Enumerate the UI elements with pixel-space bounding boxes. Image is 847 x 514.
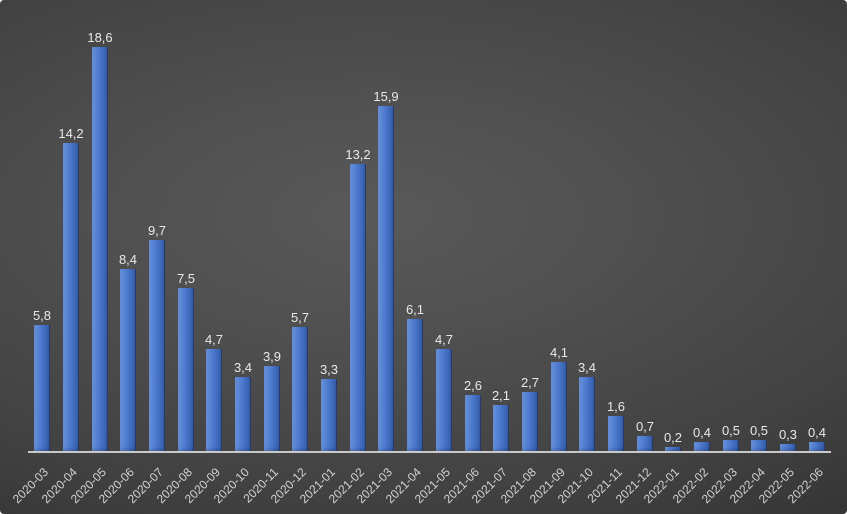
bar-2020-06[interactable] — [120, 269, 136, 451]
value-label-2020-12: 5,7 — [290, 310, 310, 325]
value-label-2022-05: 0,3 — [778, 427, 798, 442]
value-label-2021-02: 13,2 — [345, 147, 371, 162]
bar-2021-07[interactable] — [493, 405, 509, 451]
value-label-2022-04: 0,5 — [749, 423, 769, 438]
value-label-2021-11: 1,6 — [606, 399, 626, 414]
value-label-2021-12: 0,7 — [635, 419, 655, 434]
bar-2022-04[interactable] — [751, 440, 767, 451]
value-label-2020-08: 7,5 — [176, 271, 196, 286]
bar-2020-11[interactable] — [264, 366, 280, 451]
bar-2021-03[interactable] — [378, 106, 394, 451]
value-label-2021-06: 2,6 — [463, 378, 483, 393]
value-label-2022-02: 0,4 — [692, 425, 712, 440]
bar-2020-09[interactable] — [206, 349, 222, 451]
value-label-2021-10: 3,4 — [577, 360, 597, 375]
value-label-2021-09: 4,1 — [549, 345, 569, 360]
bar-2021-02[interactable] — [350, 164, 366, 451]
value-label-2020-05: 18,6 — [87, 30, 113, 45]
bar-2020-12[interactable] — [292, 327, 308, 451]
bar-2021-05[interactable] — [436, 349, 452, 451]
value-label-2021-03: 15,9 — [373, 89, 399, 104]
value-label-2021-07: 2,1 — [491, 388, 511, 403]
value-label-2020-11: 3,9 — [262, 349, 282, 364]
value-label-2020-07: 9,7 — [147, 223, 167, 238]
bar-2021-12[interactable] — [637, 436, 653, 451]
bar-2021-08[interactable] — [522, 392, 538, 451]
value-label-2020-04: 14,2 — [58, 126, 84, 141]
value-label-2022-06: 0,4 — [807, 425, 827, 440]
value-label-2020-06: 8,4 — [118, 252, 138, 267]
x-axis-line — [28, 451, 831, 453]
bar-2021-09[interactable] — [551, 362, 567, 451]
value-label-2021-01: 3,3 — [319, 362, 339, 377]
bar-2020-08[interactable] — [178, 288, 194, 451]
bar-2022-03[interactable] — [723, 440, 739, 451]
bar-2020-04[interactable] — [63, 143, 79, 451]
bar-2022-06[interactable] — [809, 442, 825, 451]
bar-2020-07[interactable] — [149, 240, 165, 451]
value-label-2022-03: 0,5 — [721, 423, 741, 438]
value-label-2021-08: 2,7 — [520, 375, 540, 390]
bar-2022-05[interactable] — [780, 444, 796, 451]
bar-2022-01[interactable] — [665, 447, 681, 451]
value-label-2021-04: 6,1 — [405, 302, 425, 317]
bar-2021-04[interactable] — [407, 319, 423, 451]
value-label-2022-01: 0,2 — [663, 430, 683, 445]
bar-2022-02[interactable] — [694, 442, 710, 451]
value-label-2021-05: 4,7 — [434, 332, 454, 347]
bar-2021-06[interactable] — [465, 395, 481, 451]
bar-2021-11[interactable] — [608, 416, 624, 451]
bar-2021-01[interactable] — [321, 379, 337, 451]
bar-2020-03[interactable] — [34, 325, 50, 451]
value-label-2020-10: 3,4 — [233, 360, 253, 375]
bar-2021-10[interactable] — [579, 377, 595, 451]
value-label-2020-03: 5,8 — [32, 308, 52, 323]
bar-2020-05[interactable] — [92, 47, 108, 451]
value-label-2020-09: 4,7 — [204, 332, 224, 347]
bar-2020-10[interactable] — [235, 377, 251, 451]
